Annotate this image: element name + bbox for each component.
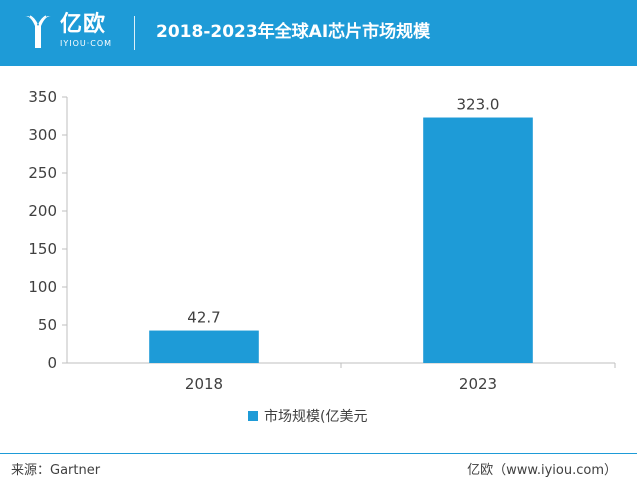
header-divider xyxy=(134,16,135,50)
bar xyxy=(423,117,533,364)
legend-swatch xyxy=(248,411,258,421)
legend-label: 市场规模(亿美元 xyxy=(264,409,368,425)
y-tick-label: 0 xyxy=(47,354,57,372)
logo-text: 亿欧 xyxy=(60,12,107,37)
y-tick-label: 200 xyxy=(28,202,57,220)
footer-divider xyxy=(0,453,637,454)
y-tick-label: 350 xyxy=(28,88,57,106)
y-tick-label: 250 xyxy=(28,164,57,182)
page-title: 2018-2023年全球AI芯片市场规模 xyxy=(156,22,431,42)
bar-chart: 0 50 100 150 200 250 300 350 42.7 2018 323.0 2023 xyxy=(28,88,616,393)
y-tick-label: 150 xyxy=(28,240,57,258)
bar xyxy=(149,330,259,363)
source-note: 来源：Gartner xyxy=(11,463,101,478)
iyiou-logo-icon xyxy=(25,15,51,48)
logo-subtext: IYIOU·COM xyxy=(60,39,113,48)
y-tick-label: 300 xyxy=(28,126,57,144)
x-tick-label: 2023 xyxy=(459,375,497,393)
header-banner: 亿欧 IYIOU·COM 2018-2023年全球AI芯片市场规模 xyxy=(0,0,637,66)
y-tick-label: 50 xyxy=(38,316,57,334)
footer-brand: 亿欧（www.iyiou.com） xyxy=(467,463,617,478)
y-tick-label: 100 xyxy=(28,278,57,296)
data-label: 323.0 xyxy=(457,96,500,114)
data-label: 42.7 xyxy=(187,309,220,327)
x-tick-label: 2018 xyxy=(185,375,223,393)
legend: 市场规模(亿美元 xyxy=(248,406,367,426)
